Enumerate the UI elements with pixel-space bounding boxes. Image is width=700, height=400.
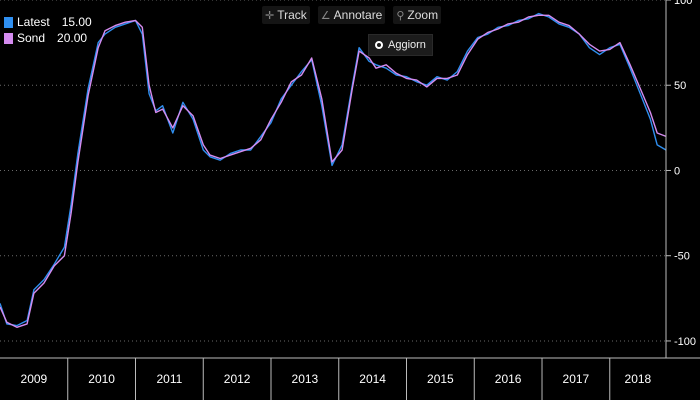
series-line-latest [0,12,667,327]
legend-value-sond: 20.00 [57,31,88,45]
legend-swatch-latest [4,16,13,28]
legend-label-latest: Latest [17,15,50,29]
y-axis: 100 50 0 -50 -100 [665,0,696,358]
y-tick-label: 100 [674,0,692,7]
y-tick-label: -50 [674,251,690,263]
legend-swatch-sond [4,32,13,44]
x-tick-label: 2012 [224,372,251,386]
track-button[interactable]: ✛ Track [262,6,310,24]
magnifier-icon: ⚲ [396,9,405,22]
x-tick-label: 2011 [156,372,182,386]
plot-area [0,0,667,342]
x-tick-label: 2009 [21,372,48,386]
y-tick-label: 50 [674,80,686,92]
zoom-label: Zoom [407,8,439,22]
legend-label-sond: Sond [17,31,46,45]
x-tick-label: 2010 [88,372,115,386]
x-axis: 2009 2010 2011 2012 2013 2014 2015 2016 2017 2018 [0,357,700,400]
x-tick-label: 2015 [427,372,454,386]
zoom-button[interactable]: ⚲ Zoom [393,6,442,24]
x-tick-label: 2018 [625,372,652,386]
x-tick-label: 2013 [292,372,319,386]
y-tick-label: 0 [674,165,680,177]
legend: Latest 15.00 Sond 20.00 [4,14,92,46]
refresh-button[interactable]: Aggiorn [368,34,433,56]
pencil-icon: ∠ [320,9,331,22]
track-label: Track [277,8,307,22]
annotate-button[interactable]: ∠ Annotare [317,6,386,24]
x-tick-label: 2016 [495,372,522,386]
x-tick-label: 2014 [359,372,386,386]
legend-item-latest: Latest 15.00 [4,14,92,30]
crosshair-icon: ✛ [265,9,275,22]
y-tick-label: -100 [674,336,696,348]
annotate-label: Annotare [333,8,383,22]
x-tick-label: 2017 [563,372,590,386]
legend-item-sond: Sond 20.00 [4,30,92,46]
refresh-icon [375,41,383,49]
series-line-sond [0,14,667,328]
chart-toolbar: ✛ Track ∠ Annotare ⚲ Zoom [262,4,442,26]
legend-value-latest: 15.00 [61,15,92,29]
refresh-label: Aggiorn [388,39,426,51]
